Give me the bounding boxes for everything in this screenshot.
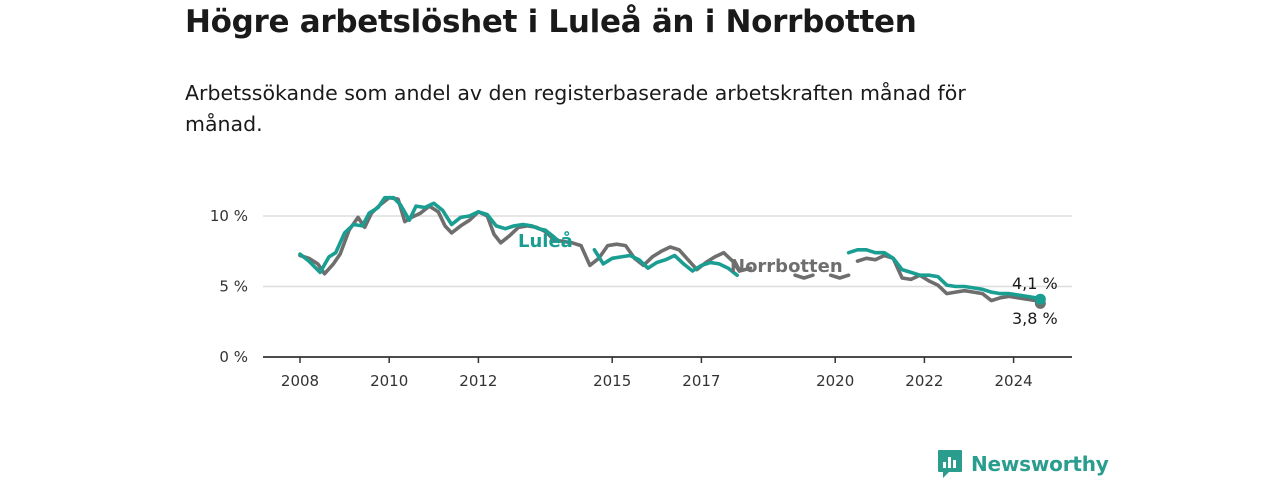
chart-title: Högre arbetslöshet i Luleå än i Norrbott… [185, 4, 917, 40]
series-line-norrbotten [828, 273, 851, 280]
x-tick-label: 2015 [593, 372, 631, 390]
axes: 0 % 5 % 10 % 2008 2010 2012 2015 2017 2020 2022 20… [210, 207, 1072, 390]
y-tick-label: 5 % [219, 278, 248, 296]
series-line-lulea [592, 248, 739, 277]
series-labels: Luleå Norrbotten 4,1 % 3,8 % [518, 230, 1058, 328]
x-tick-label: 2017 [682, 372, 720, 390]
newsworthy-logo: Newsworthy [937, 449, 1109, 479]
bar-chart-speech-bubble-icon [938, 450, 962, 478]
end-point-lulea [1034, 293, 1046, 305]
end-label-norrbotten: 3,8 % [1012, 309, 1058, 328]
x-tick-label: 2024 [995, 372, 1033, 390]
y-tick-label: 0 % [219, 348, 248, 366]
x-tick-label: 2012 [459, 372, 497, 390]
y-tick-label: 10 % [210, 207, 248, 225]
series-lines [298, 195, 1046, 309]
logo-text: Newsworthy [971, 452, 1109, 476]
series-line-lulea [846, 248, 1043, 301]
series-line-norrbotten [737, 266, 753, 273]
x-tick-label: 2020 [816, 372, 854, 390]
series-line-norrbotten [298, 195, 742, 276]
line-chart: 0 % 5 % 10 % 2008 2010 2012 2015 2017 2020 2022 20… [210, 195, 1072, 390]
series-line-norrbotten [793, 273, 815, 280]
chart-subtitle: Arbetssökande som andel av den registerb… [185, 81, 966, 136]
x-tick-label: 2008 [281, 372, 319, 390]
end-label-lulea: 4,1 % [1012, 274, 1058, 293]
series-line-lulea [298, 195, 561, 275]
series-label-lulea: Luleå [518, 230, 573, 252]
x-tick-label: 2022 [905, 372, 943, 390]
x-tick-label: 2010 [370, 372, 408, 390]
series-label-norrbotten: Norrbotten [730, 256, 843, 277]
grid-layer [263, 215, 1072, 288]
